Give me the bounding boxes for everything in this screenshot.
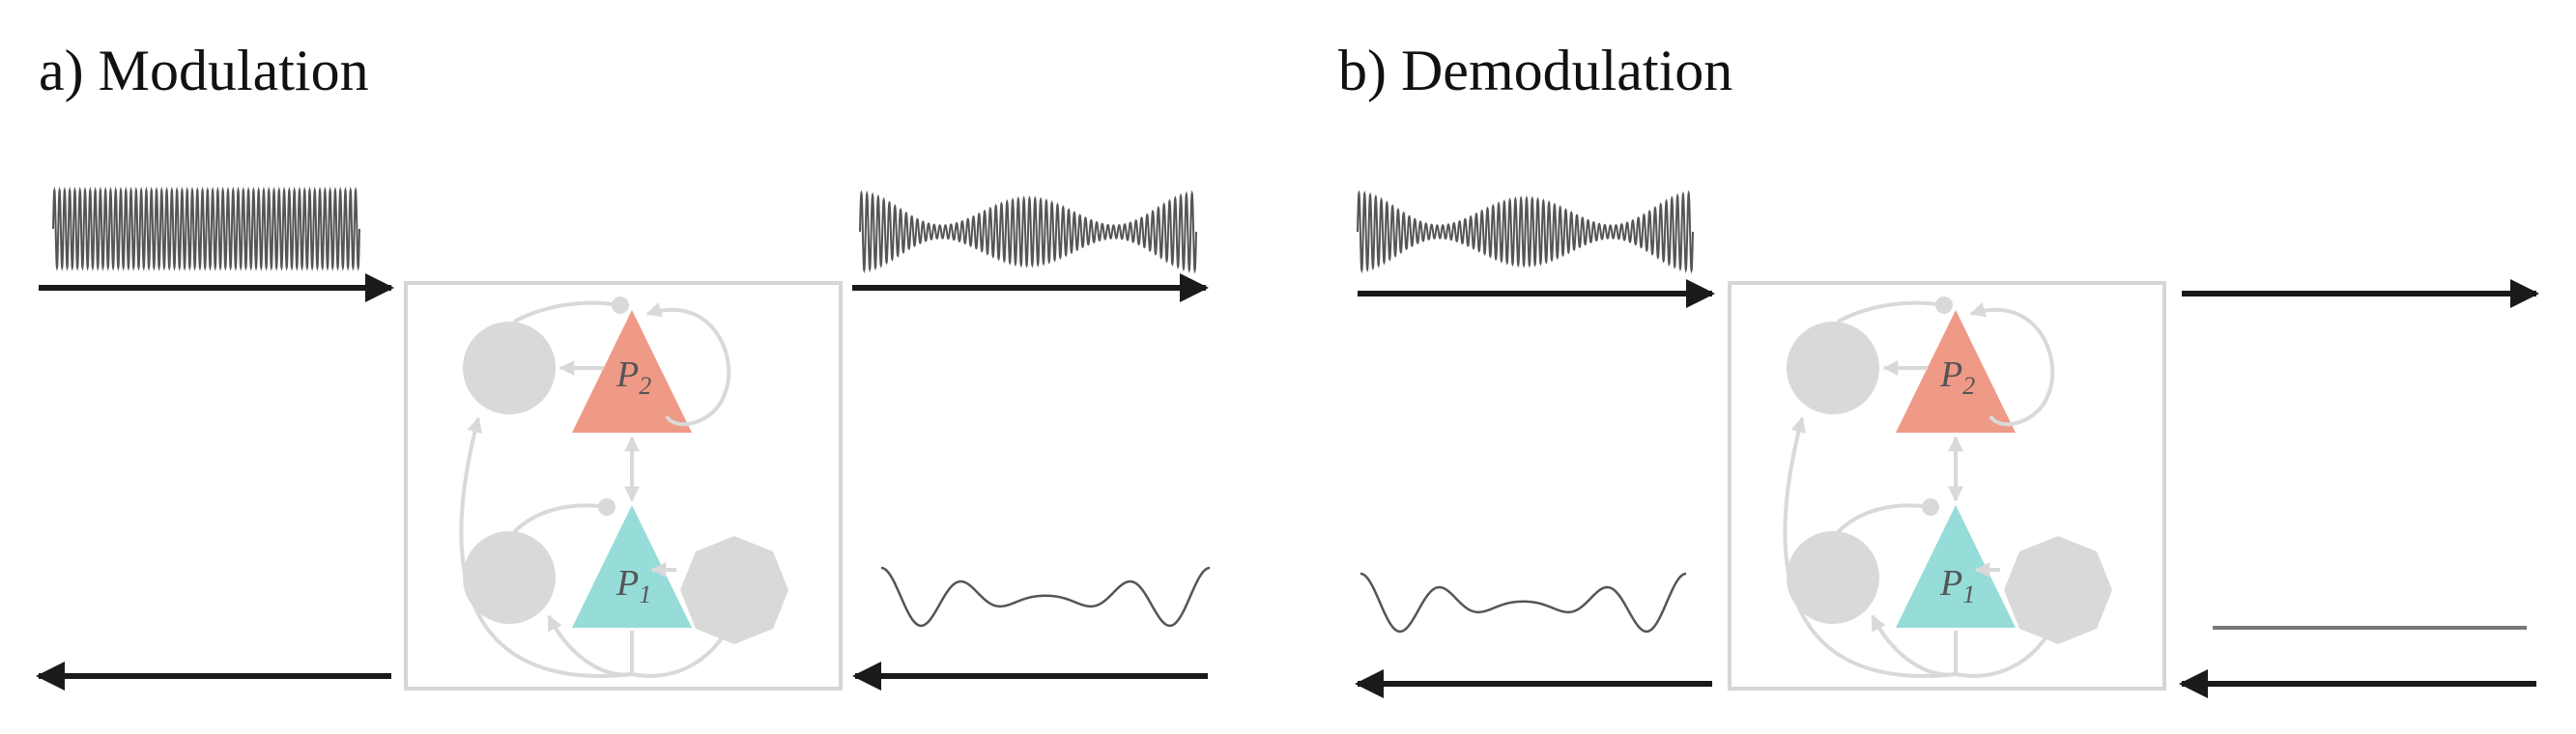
neural-circuit-modulation: P2 P1 <box>406 283 841 689</box>
input-modulated-wave <box>1357 189 1694 274</box>
population-p1-label-b: P1 <box>1939 563 1975 608</box>
population-p1-label: P1 <box>615 563 651 608</box>
panel-modulation: a) Modulation P2 P1 <box>36 39 1211 691</box>
panel-title-demodulation: b) Demodulation <box>1338 39 1732 102</box>
population-p2-label-b: P2 <box>1939 354 1975 400</box>
demodulated-signal-wave <box>1360 572 1687 634</box>
panel-demodulation: b) Demodulation P2 P1 <box>1338 39 2539 698</box>
output-modulated-wave <box>859 189 1197 274</box>
input-carrier-wave <box>52 186 360 271</box>
modulating-signal-wave <box>880 566 1211 628</box>
population-p2-label: P2 <box>615 354 651 400</box>
panel-title-modulation: a) Modulation <box>39 39 369 102</box>
neural-circuit-demodulation: P2 P1 <box>1730 283 2164 689</box>
